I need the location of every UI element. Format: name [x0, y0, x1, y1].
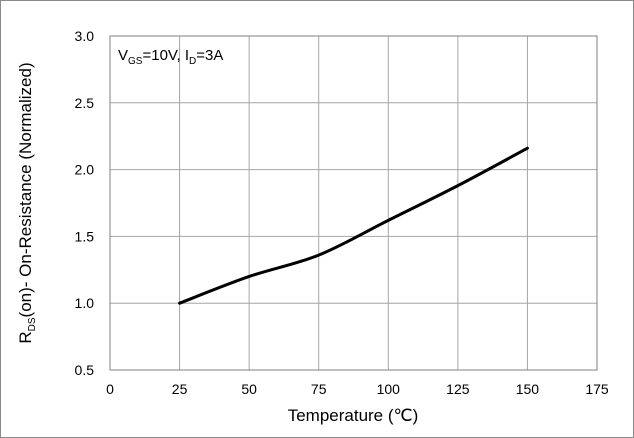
- conditions-annotation: VGS=10V, ID=3A: [118, 47, 223, 67]
- x-tick-label: 25: [172, 381, 188, 397]
- grid: [110, 36, 597, 370]
- series-line-0: [178, 146, 529, 305]
- x-tick-label: 175: [585, 381, 609, 397]
- series-layer: [178, 146, 529, 305]
- y-axis-ticks: 0.5 1.0 1.5 2.0 2.5 3.0: [75, 28, 95, 378]
- x-tick-label: 125: [446, 381, 470, 397]
- y-tick-label: 1.0: [75, 295, 95, 311]
- y-tick-label: 2.5: [75, 95, 95, 111]
- x-tick-label: 75: [311, 381, 327, 397]
- y-tick-label: 0.5: [75, 362, 95, 378]
- x-tick-label: 150: [516, 381, 540, 397]
- plot-area: [109, 35, 598, 371]
- x-tick-label: 100: [377, 381, 401, 397]
- x-tick-label: 0: [106, 381, 114, 397]
- y-tick-label: 1.5: [75, 228, 95, 244]
- y-tick-label: 3.0: [75, 28, 95, 44]
- x-tick-label: 50: [241, 381, 257, 397]
- x-axis-ticks: 0 25 50 75 100 125 150 175: [106, 381, 609, 397]
- x-axis-title: Temperature (℃): [288, 406, 419, 425]
- y-tick-label: 2.0: [75, 162, 95, 178]
- y-axis-title: RDS(on)- On-Resistance (Normalized): [16, 62, 38, 343]
